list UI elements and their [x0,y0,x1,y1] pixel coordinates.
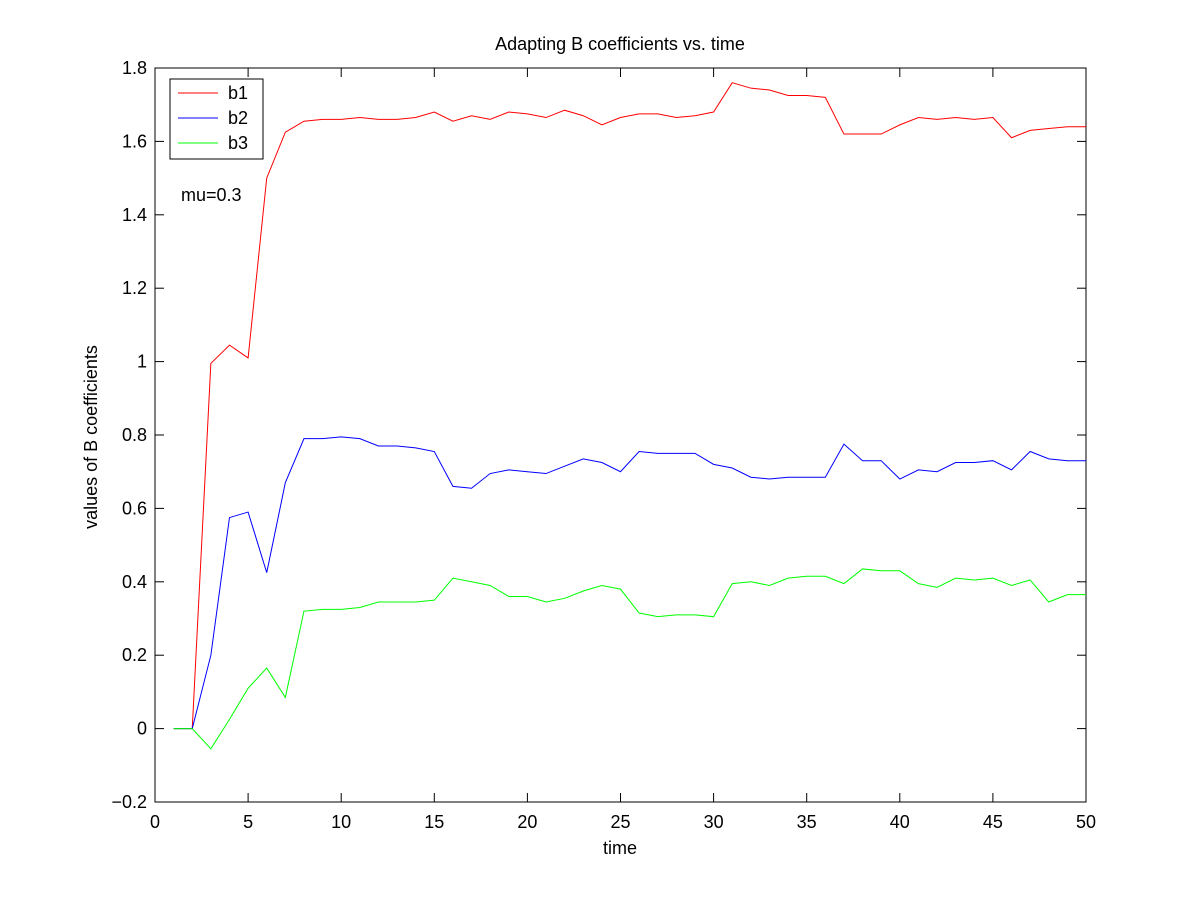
x-tick-label: 0 [150,812,160,832]
legend-label-b2: b2 [228,108,248,128]
x-tick-label: 50 [1076,812,1096,832]
x-tick-label: 45 [983,812,1003,832]
y-tick-label: 1 [137,352,147,372]
y-tick-label: 1.2 [122,278,147,298]
x-tick-label: 20 [517,812,537,832]
axis-ticks [154,67,1087,803]
y-tick-label: 1.4 [122,205,147,225]
y-tick-label: 0.2 [122,645,147,665]
x-tick-label: 30 [704,812,724,832]
x-tick-label: 15 [424,812,444,832]
y-tick-label: 1.8 [122,58,147,78]
series-lines [173,82,1086,750]
y-tick-label: 0 [137,719,147,739]
series-line-b2 [173,436,1086,730]
x-tick-label: 5 [243,812,253,832]
chart-title: Adapting B coefficients vs. time [495,34,745,54]
legend-label-b3: b3 [228,133,248,153]
y-tick-label: 0.8 [122,425,147,445]
x-tick-label: 10 [331,812,351,832]
x-tick-label: 25 [610,812,630,832]
legend-box [169,78,264,160]
mu-annotation: mu=0.3 [181,185,242,205]
x-tick-label: 35 [797,812,817,832]
legend-label-b1: b1 [228,83,248,103]
x-tick-label: 40 [890,812,910,832]
series-line-b3 [173,568,1086,750]
y-tick-label: 1.6 [122,131,147,151]
y-tick-label: 0.6 [122,498,147,518]
y-tick-label: −0.2 [111,792,147,812]
y-axis-label: values of B coefficients [81,345,101,529]
legend: b1 b2 b3 [169,78,264,160]
axis-tick-labels: 0 5 10 15 20 25 30 35 40 45 50−0.200.20.40.60.811.… [111,58,1096,832]
y-tick-label: 0.4 [122,572,147,592]
series-line-b1 [173,82,1086,730]
x-axis-label: time [603,838,637,858]
